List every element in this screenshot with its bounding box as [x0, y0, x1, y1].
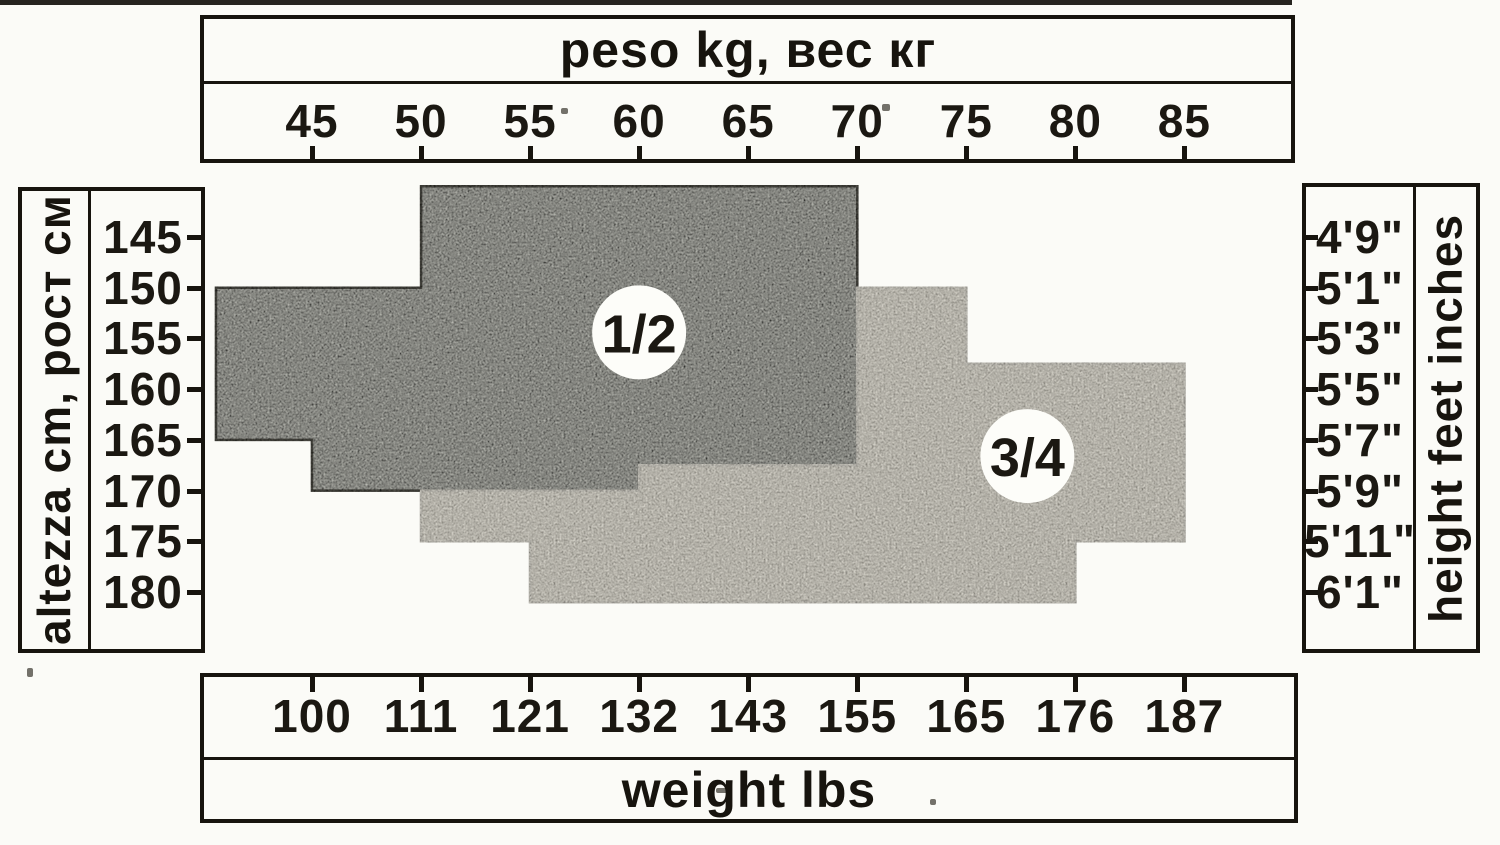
lbs-tick-label: 132	[599, 690, 680, 742]
kg-tick-label: 50	[394, 95, 448, 147]
lbs-tick-label: 143	[708, 690, 789, 742]
size-badge-circle	[980, 409, 1075, 504]
size-badge-label: 3/4	[990, 428, 1065, 488]
left-axis-box	[18, 187, 205, 653]
height-tick-mark	[1304, 437, 1318, 443]
height-tick-label: 4'9"	[1316, 211, 1404, 263]
height-tick-mark	[1304, 285, 1318, 291]
kg-tick-label: 65	[721, 95, 775, 147]
bottom-axis-divider	[204, 757, 1294, 760]
cm-tick-mark	[187, 488, 201, 494]
top-axis-title: peso kg, вес кг	[559, 22, 937, 78]
cm-tick-label: 160	[103, 363, 183, 416]
height-tick-mark	[1304, 589, 1318, 595]
kg-tick-mark	[310, 146, 315, 161]
height-tick-label: 5'5"	[1316, 363, 1404, 416]
cm-tick-mark	[187, 387, 201, 393]
kg-tick-label: 70	[830, 95, 884, 147]
height-tick-mark	[1304, 336, 1318, 342]
size-region-3-4	[419, 286, 1186, 604]
cm-tick-label: 175	[103, 515, 183, 568]
height-tick-label: 5'9"	[1316, 464, 1404, 517]
scan-speck	[27, 668, 33, 677]
cm-tick-mark	[187, 539, 201, 545]
lbs-tick-mark	[746, 677, 752, 692]
kg-tick-label: 45	[285, 95, 339, 147]
cm-tick-label: 180	[103, 565, 183, 618]
kg-tick-mark	[1073, 146, 1079, 161]
kg-tick-mark	[1182, 146, 1188, 161]
cm-tick-label: 170	[103, 464, 183, 517]
kg-tick-label: 55	[503, 95, 557, 147]
size-badge-circle	[592, 285, 687, 380]
height-tick-label: 5'1"	[1316, 261, 1404, 314]
right-axis-box	[1302, 183, 1480, 653]
height-tick-label: 5'3"	[1316, 312, 1404, 365]
bottom-axis-box	[200, 673, 1298, 823]
cm-tick-label: 155	[103, 312, 183, 365]
lbs-tick-label: 111	[383, 690, 459, 742]
lbs-tick-mark	[310, 677, 315, 692]
size-region-1-2	[214, 185, 859, 492]
kg-tick-label: 80	[1048, 95, 1102, 147]
scan-speck	[882, 104, 890, 111]
height-tick-label: 6'1"	[1316, 565, 1404, 618]
bottom-axis-title: weight lbs	[621, 762, 877, 818]
lbs-tick-mark	[964, 677, 970, 692]
lbs-tick-label: 121	[490, 690, 570, 742]
cm-tick-mark	[187, 336, 201, 342]
lbs-tick-label: 165	[926, 690, 1007, 742]
lbs-tick-mark	[528, 677, 534, 692]
cm-tick-mark	[187, 285, 201, 291]
lbs-tick-mark	[1073, 677, 1079, 692]
size-badge-label: 1/2	[602, 304, 677, 364]
cm-tick-mark	[187, 235, 201, 240]
lbs-tick-mark	[1182, 677, 1188, 692]
lbs-tick-mark	[855, 677, 861, 692]
lbs-tick-label: 187	[1144, 690, 1225, 742]
kg-tick-mark	[964, 146, 970, 161]
scan-artifact-line	[0, 0, 1292, 5]
kg-tick-label: 85	[1157, 95, 1211, 147]
lbs-tick-label: 100	[272, 690, 352, 742]
right-axis-divider	[1413, 187, 1416, 649]
kg-tick-label: 60	[612, 95, 666, 147]
top-axis-divider	[204, 81, 1291, 84]
height-tick-label: 5'11"	[1304, 515, 1416, 568]
lbs-tick-label: 176	[1035, 690, 1116, 742]
cm-tick-mark	[187, 589, 201, 595]
kg-tick-label: 75	[939, 95, 993, 147]
kg-tick-mark	[528, 146, 534, 161]
left-axis-divider	[88, 191, 91, 649]
scan-speck	[561, 108, 568, 114]
height-tick-mark	[1304, 387, 1318, 393]
cm-tick-label: 145	[103, 211, 183, 263]
right-axis-title: height feet inches	[1419, 213, 1472, 623]
kg-tick-mark	[419, 146, 425, 161]
left-axis-title: altezza cm, рост см	[28, 194, 80, 646]
height-tick-label: 5'7"	[1316, 413, 1404, 466]
lbs-tick-label: 155	[817, 690, 898, 742]
kg-tick-mark	[746, 146, 752, 161]
kg-tick-mark	[637, 146, 643, 161]
scan-speck	[930, 799, 936, 805]
cm-tick-label: 150	[103, 261, 183, 314]
height-tick-mark	[1304, 235, 1318, 240]
kg-tick-mark	[855, 146, 861, 161]
scan-speck	[716, 788, 728, 793]
top-axis-box	[200, 15, 1295, 163]
cm-tick-label: 165	[103, 413, 183, 466]
lbs-tick-mark	[637, 677, 643, 692]
height-tick-mark	[1304, 488, 1318, 494]
lbs-tick-mark	[419, 677, 425, 692]
height-tick-mark	[1304, 539, 1318, 545]
cm-tick-mark	[187, 437, 201, 443]
